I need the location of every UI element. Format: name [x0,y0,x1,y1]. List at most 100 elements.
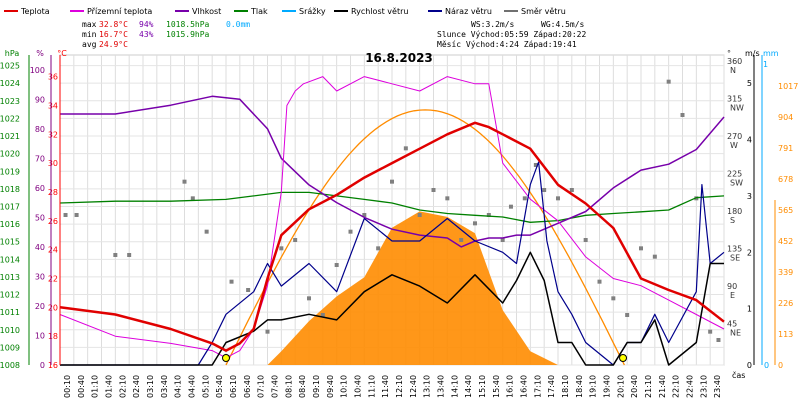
wind-tick: 2 [747,248,752,257]
pressure-axis-tick: 1009 [0,343,20,352]
direction-label: E [730,291,735,300]
x-tick: 22:40 [685,375,694,398]
pressure-axis-tick: 1013 [0,273,20,282]
pressure-axis-tick: 1019 [0,167,20,176]
x-tick: 20:40 [630,375,639,398]
stats-max-temp: 32.8°C [99,20,128,29]
temperature-axis-tick: 20 [48,303,58,312]
direction-point [639,246,643,251]
direction-point [500,238,505,242]
stats-min-label: min [82,30,97,39]
direction-tick: 270 [727,132,742,141]
direction-label: SE [730,254,740,263]
stats-rain: 0.0mm [226,20,250,29]
humidity-axis-unit: % [36,49,44,58]
direction-point [320,313,325,317]
humidity-axis-tick: 0 [40,361,45,370]
x-tick: 01:40 [104,375,113,398]
direction-point [473,221,477,226]
stats-moon: Měsíc Východ:4:24 Západ:19:41 [437,40,577,49]
stats-max-label: max [82,20,97,29]
direction-point [569,188,574,192]
stats-sun: Slunce Východ:05:59 Západ:20:22 [437,30,586,39]
direction-point [334,263,339,267]
wind-unit: m/s [745,49,760,58]
humidity-axis-tick: 30 [35,272,45,281]
temperature-axis-tick: 32 [48,130,58,139]
rain-unit: mm [763,49,779,58]
x-tick: 04:40 [187,375,196,398]
direction-point [522,196,527,201]
pressure-axis-tick: 1016 [0,220,20,229]
pressure-axis-tick: 1023 [0,97,20,106]
direction-point [63,213,68,217]
temperature-axis-tick: 36 [48,73,58,82]
wind-tick: 3 [747,192,752,201]
x-tick: 15:10 [478,375,487,398]
x-tick: 23:10 [699,375,708,398]
x-tick: 06:10 [229,375,238,398]
direction-unit: ° [727,49,731,58]
direction-point [293,238,298,242]
direction-point [403,146,408,151]
humidity-axis-tick: 20 [35,302,45,311]
series-wind-speed [60,251,724,366]
stats-min-temp: 16.7°C [99,30,128,39]
chart-title: 16.8.2023 [365,51,433,65]
radiation-tick: 565 [778,206,793,215]
x-tick: 00:10 [63,375,72,398]
x-axis-label: čas [732,370,745,380]
direction-tick: 315 [727,95,742,104]
humidity-axis-tick: 90 [35,95,45,104]
direction-tick: 225 [727,170,742,179]
humidity-axis-tick: 60 [35,184,45,193]
temperature-axis-tick: 28 [48,188,58,197]
direction-point [556,196,560,201]
direction-point [279,246,284,251]
temperature-axis-tick: 30 [48,159,58,168]
rain-tick: 1 [763,60,768,69]
x-tick: 23:40 [713,375,722,398]
x-tick: 00:40 [77,375,86,398]
direction-label: SW [730,179,743,188]
pressure-axis-tick: 1017 [0,202,20,211]
direction-point [246,288,251,292]
direction-point [390,179,394,184]
direction-point [625,313,630,317]
direction-point [611,296,616,301]
direction-point [376,246,381,251]
x-tick: 05:10 [201,375,210,398]
series-wind-gust [60,161,725,366]
pressure-axis-tick: 1020 [0,150,20,159]
direction-point [431,188,436,192]
pressure-axis-tick: 1012 [0,291,20,300]
direction-point [74,213,79,217]
stats-min-press: 1015.9hPa [166,30,210,39]
x-tick: 06:40 [243,375,252,398]
series-pressure [59,191,725,223]
legend: Teplota Přízemní teplota Vlhkost Tlak Sr… [4,7,566,16]
direction-point [265,329,270,334]
direction-point [708,329,713,334]
legend-srazky: Srážky [299,7,326,16]
direction-point [362,213,367,217]
humidity-axis-tick: 80 [35,125,45,134]
stats-avg-temp: 24.9°C [99,40,128,49]
series-ground-temp [59,76,725,359]
x-tick: 12:40 [409,375,418,398]
direction-label: W [730,141,738,150]
radiation-tick: 904 [778,113,793,122]
pressure-axis-tick: 1015 [0,238,20,247]
x-tick: 16:40 [519,375,528,398]
pressure-axis-tick: 1008 [0,361,20,370]
x-tick: 08:40 [298,375,307,398]
pressure-axis-tick: 1024 [0,79,20,88]
direction-label: S [730,216,735,225]
radiation-tick: 791 [778,144,793,153]
series-humidity [60,95,725,248]
legend-prizemni-teplota: Přízemní teplota [87,7,152,16]
direction-point [716,338,721,342]
direction-point [229,279,234,284]
direction-point [445,196,450,201]
